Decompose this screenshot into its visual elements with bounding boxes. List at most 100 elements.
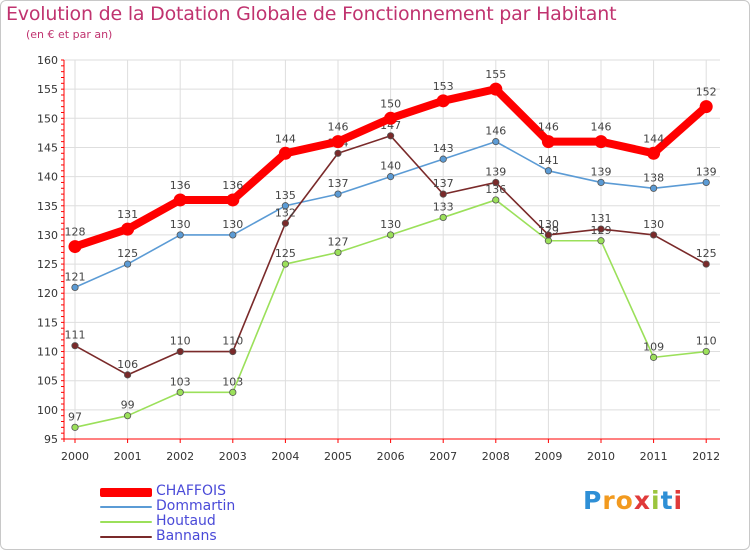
data-label-houtaud: 125	[275, 247, 296, 260]
data-point-dommartin	[702, 178, 710, 187]
data-point-bannans	[492, 178, 500, 187]
data-label-bannans: 110	[170, 335, 191, 348]
data-point-chaffois	[436, 94, 450, 108]
data-label-dommartin: 130	[170, 218, 191, 231]
data-label-chaffois: 128	[65, 226, 86, 239]
logo-letter: i	[651, 486, 661, 515]
data-label-chaffois: 136	[170, 179, 191, 192]
data-label-chaffois: 144	[643, 132, 664, 145]
y-tick-label: 125	[37, 258, 58, 271]
data-point-chaffois	[699, 100, 713, 114]
data-point-dommartin	[334, 190, 342, 198]
data-point-dommartin	[176, 231, 184, 239]
x-tick-label: 2008	[482, 450, 510, 463]
data-label-houtaud: 133	[433, 200, 454, 213]
data-label-houtaud: 99	[121, 399, 135, 412]
data-label-houtaud: 136	[485, 183, 506, 196]
data-point-bannans	[71, 342, 79, 350]
data-point-bannans	[597, 225, 605, 233]
legend-swatch-dommartin	[100, 506, 152, 508]
legend-label-bannans: Bannans	[156, 528, 217, 544]
data-label-houtaud: 97	[68, 410, 82, 423]
data-point-chaffois	[384, 111, 398, 125]
data-point-dommartin	[281, 202, 289, 210]
data-point-bannans	[124, 371, 132, 379]
data-point-houtaud	[281, 260, 289, 268]
y-tick-label: 110	[37, 346, 58, 359]
data-label-bannans: 111	[65, 329, 86, 342]
logo-letter: i	[673, 486, 684, 515]
data-label-dommartin: 139	[591, 165, 612, 178]
data-label-bannans: 110	[222, 335, 243, 348]
data-point-chaffois	[121, 222, 135, 236]
data-point-bannans	[176, 347, 184, 356]
data-point-chaffois	[489, 82, 503, 96]
data-point-bannans	[281, 219, 289, 227]
y-tick-label: 135	[37, 200, 58, 213]
data-label-houtaud: 103	[170, 375, 191, 388]
data-label-bannans: 125	[696, 247, 717, 260]
data-label-chaffois: 153	[433, 80, 454, 93]
x-tick-label: 2003	[219, 450, 247, 463]
data-label-dommartin: 125	[117, 247, 138, 260]
y-tick-label: 145	[37, 141, 58, 154]
x-tick-label: 2010	[587, 450, 615, 463]
x-tick-label: 2011	[640, 450, 668, 463]
data-point-bannans	[649, 231, 658, 239]
data-point-houtaud	[176, 388, 184, 396]
y-tick-label: 100	[37, 404, 58, 417]
data-point-dommartin	[492, 138, 500, 146]
data-label-chaffois: 136	[222, 179, 243, 192]
data-point-houtaud	[124, 412, 132, 420]
chart-subtitle: (en € et par an)	[26, 28, 113, 41]
y-tick-label: 155	[37, 83, 58, 96]
data-label-dommartin: 138	[643, 171, 664, 184]
data-label-bannans: 137	[433, 177, 454, 190]
data-label-chaffois: 144	[275, 132, 296, 145]
y-tick-label: 105	[37, 375, 58, 388]
logo-letter: r	[602, 486, 616, 515]
y-tick-label: 115	[37, 316, 58, 329]
x-tick-label: 2004	[271, 450, 299, 463]
data-point-chaffois	[68, 240, 82, 254]
data-point-houtaud	[229, 388, 237, 396]
data-point-houtaud	[492, 196, 500, 204]
data-point-bannans	[439, 190, 447, 198]
data-point-dommartin	[229, 231, 237, 239]
data-point-chaffois	[647, 146, 661, 160]
proxiti-logo: Proxiti	[583, 486, 683, 515]
data-point-chaffois	[594, 135, 608, 149]
data-label-bannans: 130	[643, 218, 664, 231]
x-tick-label: 2006	[377, 450, 405, 463]
data-point-bannans	[544, 231, 553, 239]
x-tick-label: 2005	[324, 450, 352, 463]
data-label-bannans: 130	[538, 218, 559, 231]
data-label-chaffois: 131	[117, 208, 138, 221]
data-point-houtaud	[597, 237, 605, 245]
data-label-dommartin: 143	[433, 142, 454, 155]
data-label-dommartin: 135	[275, 189, 296, 202]
data-point-bannans	[229, 347, 237, 356]
legend-swatch-houtaud	[100, 521, 152, 523]
data-label-dommartin: 130	[222, 218, 243, 231]
x-tick-label: 2012	[692, 450, 720, 463]
data-point-houtaud	[334, 248, 342, 257]
data-point-dommartin	[544, 167, 553, 175]
data-point-houtaud	[71, 423, 79, 431]
data-point-houtaud	[439, 213, 447, 222]
data-label-chaffois: 155	[485, 68, 506, 81]
logo-letter: o	[615, 486, 634, 515]
data-point-dommartin	[71, 283, 79, 291]
y-tick-label: 150	[37, 112, 58, 125]
y-tick-label: 160	[37, 54, 58, 67]
data-point-chaffois	[226, 193, 240, 207]
data-label-houtaud: 110	[696, 335, 717, 348]
data-label-bannans: 106	[117, 358, 138, 371]
data-label-chaffois: 152	[696, 86, 717, 99]
y-tick-label: 120	[37, 287, 58, 300]
data-label-houtaud: 103	[222, 375, 243, 388]
legend-label-houtaud: Houtaud	[156, 513, 216, 529]
chart-title: Evolution de la Dotation Globale de Fonc…	[6, 3, 617, 25]
